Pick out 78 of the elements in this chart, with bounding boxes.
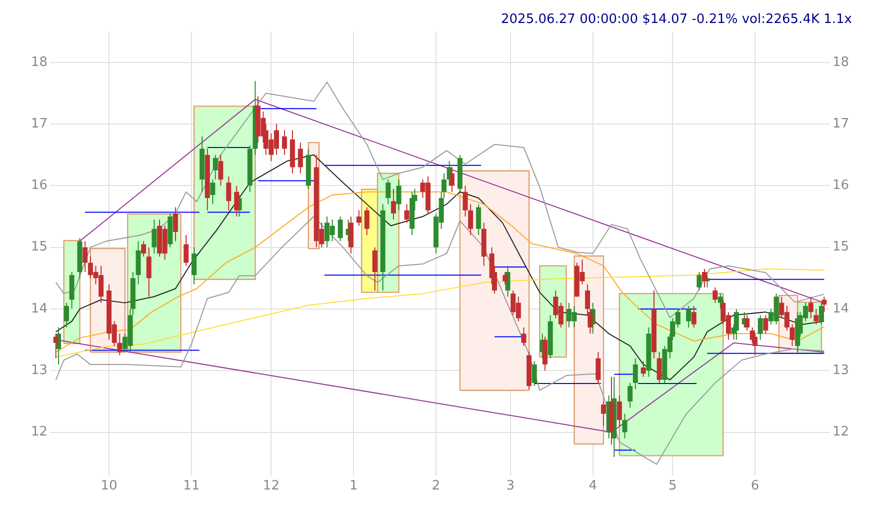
x-tick-label: 12 [262, 478, 280, 494]
candlestick [758, 314, 763, 340]
candlestick [210, 179, 216, 205]
candlestick [696, 271, 702, 291]
y-tick-label: 12 [30, 424, 48, 440]
y-tick-label: 16 [30, 178, 48, 194]
candlestick [53, 333, 58, 359]
x-tick-label: 5 [668, 478, 677, 494]
x-tick-label: 4 [588, 478, 597, 494]
candlestick [596, 352, 601, 384]
x-tick-label: 2 [432, 478, 440, 494]
x-tick-label: 11 [183, 478, 200, 494]
candlestick [184, 234, 189, 266]
candlestick [814, 308, 819, 325]
candlestick [64, 302, 69, 328]
candlestick [282, 130, 287, 156]
candlestick [449, 166, 454, 192]
candlestick [152, 219, 157, 254]
candlestick [632, 358, 638, 390]
candlestick [521, 326, 526, 346]
candlestick [192, 246, 197, 285]
candlestick [356, 210, 362, 226]
candlestick [298, 142, 303, 174]
candlestick [476, 204, 482, 236]
candlestick [718, 293, 723, 310]
candlestick [390, 188, 396, 220]
candlestick [226, 176, 232, 211]
candlestick [146, 246, 152, 298]
candlestick [502, 271, 508, 285]
x-tick-label: 1 [349, 478, 358, 494]
chart-title: 2025.06.27 00:00:00 $14.07 -0.21% vol:2265.4K 1.1x [501, 12, 852, 28]
candlestick [468, 204, 474, 236]
y2-tick-label: 13 [832, 362, 850, 378]
candlestick [628, 382, 633, 408]
candlestick [386, 179, 391, 205]
x-tick-label: 6 [750, 478, 760, 494]
y-tick-label: 14 [30, 301, 48, 316]
candlestick [734, 308, 739, 340]
y2-tick-label: 16 [832, 178, 850, 194]
candlestick [218, 154, 224, 186]
candlestick [818, 302, 824, 325]
y2-tick-label: 14 [832, 301, 850, 316]
y-tick-label: 18 [30, 54, 48, 70]
candlestick [462, 185, 468, 218]
candlestick [404, 204, 410, 224]
candlestick [763, 314, 768, 334]
candlestick [656, 352, 662, 384]
candlestick [234, 185, 240, 218]
candlestick [790, 324, 795, 346]
candlestick [744, 314, 750, 332]
candlestick [396, 179, 402, 211]
candlestick [622, 413, 628, 439]
candlestick [600, 400, 606, 427]
x-tick-label: 3 [506, 478, 515, 494]
candlestick [117, 333, 122, 356]
x-tick-label: 10 [100, 478, 118, 494]
y2-tick-label: 12 [832, 424, 850, 440]
candlestick [712, 286, 718, 304]
y-tick-label: 15 [30, 240, 48, 255]
y-tick-label: 13 [30, 362, 48, 378]
candlestick [141, 240, 146, 258]
y2-tick-label: 17 [832, 116, 850, 132]
y2-tick-label: 15 [832, 240, 850, 255]
candlestick [822, 296, 827, 313]
y2-tick-label: 18 [832, 54, 850, 70]
candlestick [82, 240, 88, 272]
candlestick [808, 296, 814, 319]
candlestick [686, 305, 692, 328]
candlestick [640, 360, 646, 378]
candlestick [372, 246, 378, 291]
candlestick [691, 305, 696, 328]
candlestick [532, 360, 537, 387]
candlestick [212, 154, 218, 180]
candlestick [616, 394, 622, 427]
candlestick [172, 206, 178, 242]
y-tick-label: 17 [30, 116, 48, 132]
candlestick [338, 216, 343, 242]
candlestick [364, 206, 370, 236]
